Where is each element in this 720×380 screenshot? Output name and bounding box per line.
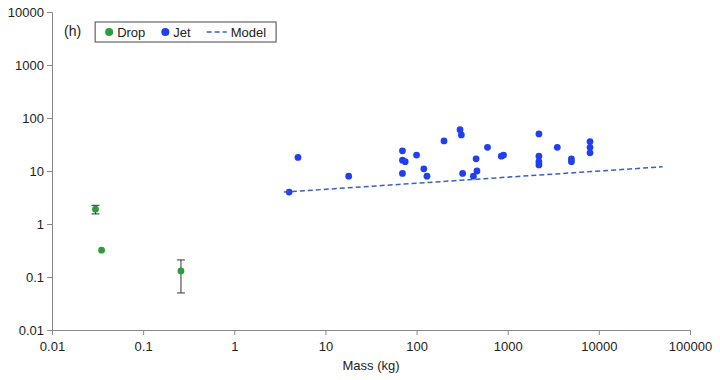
y-tick: 1: [37, 217, 52, 232]
point: [98, 247, 105, 254]
y-axis-line: [47, 13, 53, 331]
y-tick: 0.01: [19, 323, 52, 338]
error-bar-cap: [177, 292, 185, 293]
x-tick-mark: [143, 330, 144, 335]
y-tick-label: 10: [30, 164, 44, 179]
plot-area: [91, 126, 662, 293]
point: [295, 154, 302, 161]
error-bar: [177, 260, 185, 293]
point: [399, 170, 406, 177]
series-line: [284, 167, 663, 192]
error-bar-cap: [177, 259, 185, 260]
y-tick-mark: [47, 65, 52, 66]
x-tick-label: 100000: [669, 339, 712, 354]
chart: 0.01 0.1 1 10 100 1000 10000 100000 0.01 0.1 1 10 10…: [0, 0, 720, 380]
y-tick-label: 0.1: [26, 270, 44, 285]
x-axis: 0.01 0.1 1 10 100 1000 10000 100000: [40, 330, 712, 354]
y-tick-mark: [47, 171, 52, 172]
x-axis-line: [53, 331, 691, 336]
x-tick: 10000: [581, 330, 617, 354]
y-tick: 10000: [8, 5, 52, 20]
legend-label: Model: [231, 25, 267, 40]
error-bar: [91, 205, 99, 214]
x-tick-label: 1: [231, 339, 238, 354]
y-tick: 1000: [15, 58, 52, 73]
point: [413, 152, 420, 159]
x-tick-mark: [325, 330, 326, 335]
y-tick-label: 1000: [15, 58, 44, 73]
model-line: [284, 167, 663, 192]
x-tick-mark: [234, 330, 235, 335]
point: [568, 158, 575, 165]
y-tick-label: 100: [22, 111, 44, 126]
point: [536, 131, 543, 138]
point: [424, 173, 431, 180]
point: [459, 170, 466, 177]
point: [473, 155, 480, 162]
y-tick-label: 1: [37, 217, 44, 232]
y-tick-mark: [47, 118, 52, 119]
point: [178, 268, 185, 275]
point: [484, 144, 491, 151]
series-points: [91, 205, 184, 293]
y-tick-mark: [47, 330, 52, 331]
x-axis-title: Mass (kg): [342, 358, 399, 373]
point: [458, 132, 465, 139]
x-tick-label: 10: [319, 339, 333, 354]
error-bar-cap: [91, 213, 99, 214]
legend-item: Model: [207, 25, 267, 40]
y-tick-mark: [47, 224, 52, 225]
x-tick: 100000: [669, 330, 712, 354]
point: [474, 168, 481, 175]
legend-swatch: [207, 31, 227, 33]
x-tick: 0.1: [135, 330, 153, 354]
x-tick: 1000: [494, 330, 523, 354]
legend-swatch: [161, 28, 169, 36]
x-tick-label: 0.01: [40, 339, 65, 354]
point: [402, 158, 409, 165]
x-tick-label: 10000: [581, 339, 617, 354]
x-tick: 10: [319, 330, 333, 354]
error-bar-stem: [180, 260, 181, 293]
x-tick: 1: [231, 330, 238, 354]
point: [441, 138, 448, 145]
point: [420, 165, 427, 172]
point: [554, 144, 561, 151]
y-tick-mark: [47, 12, 52, 13]
y-axis: 0.01 0.1 1 10 100 1000 10000: [8, 5, 53, 338]
legend-item: Drop: [105, 25, 145, 40]
legend-label: Jet: [173, 25, 191, 40]
y-tick: 0.1: [26, 270, 52, 285]
y-tick: 100: [22, 111, 52, 126]
point: [536, 158, 543, 165]
point: [587, 149, 594, 156]
panel-label: (h): [64, 23, 81, 39]
y-tick: 10: [30, 164, 52, 179]
point: [587, 138, 594, 145]
legend-item: Jet: [161, 25, 191, 40]
point: [500, 152, 507, 159]
point: [92, 206, 99, 213]
legend-box: [95, 22, 276, 42]
x-tick: 100: [406, 330, 428, 354]
legend-label: Drop: [117, 25, 145, 40]
y-tick-label: 0.01: [19, 323, 44, 338]
x-tick-label: 1000: [494, 339, 523, 354]
legend-swatch: [105, 28, 113, 36]
x-tick-mark: [599, 330, 600, 335]
x-tick-label: 100: [406, 339, 428, 354]
x-tick-mark: [417, 330, 418, 335]
error-bar-cap: [91, 205, 99, 206]
x-tick-mark: [690, 330, 691, 335]
series-points: [286, 126, 594, 195]
legend: (h) Drop Jet Model: [64, 22, 276, 42]
point: [399, 147, 406, 154]
y-tick-label: 10000: [8, 5, 44, 20]
y-tick-mark: [47, 277, 52, 278]
x-tick-mark: [508, 330, 509, 335]
x-tick-label: 0.1: [135, 339, 153, 354]
point: [345, 173, 352, 180]
